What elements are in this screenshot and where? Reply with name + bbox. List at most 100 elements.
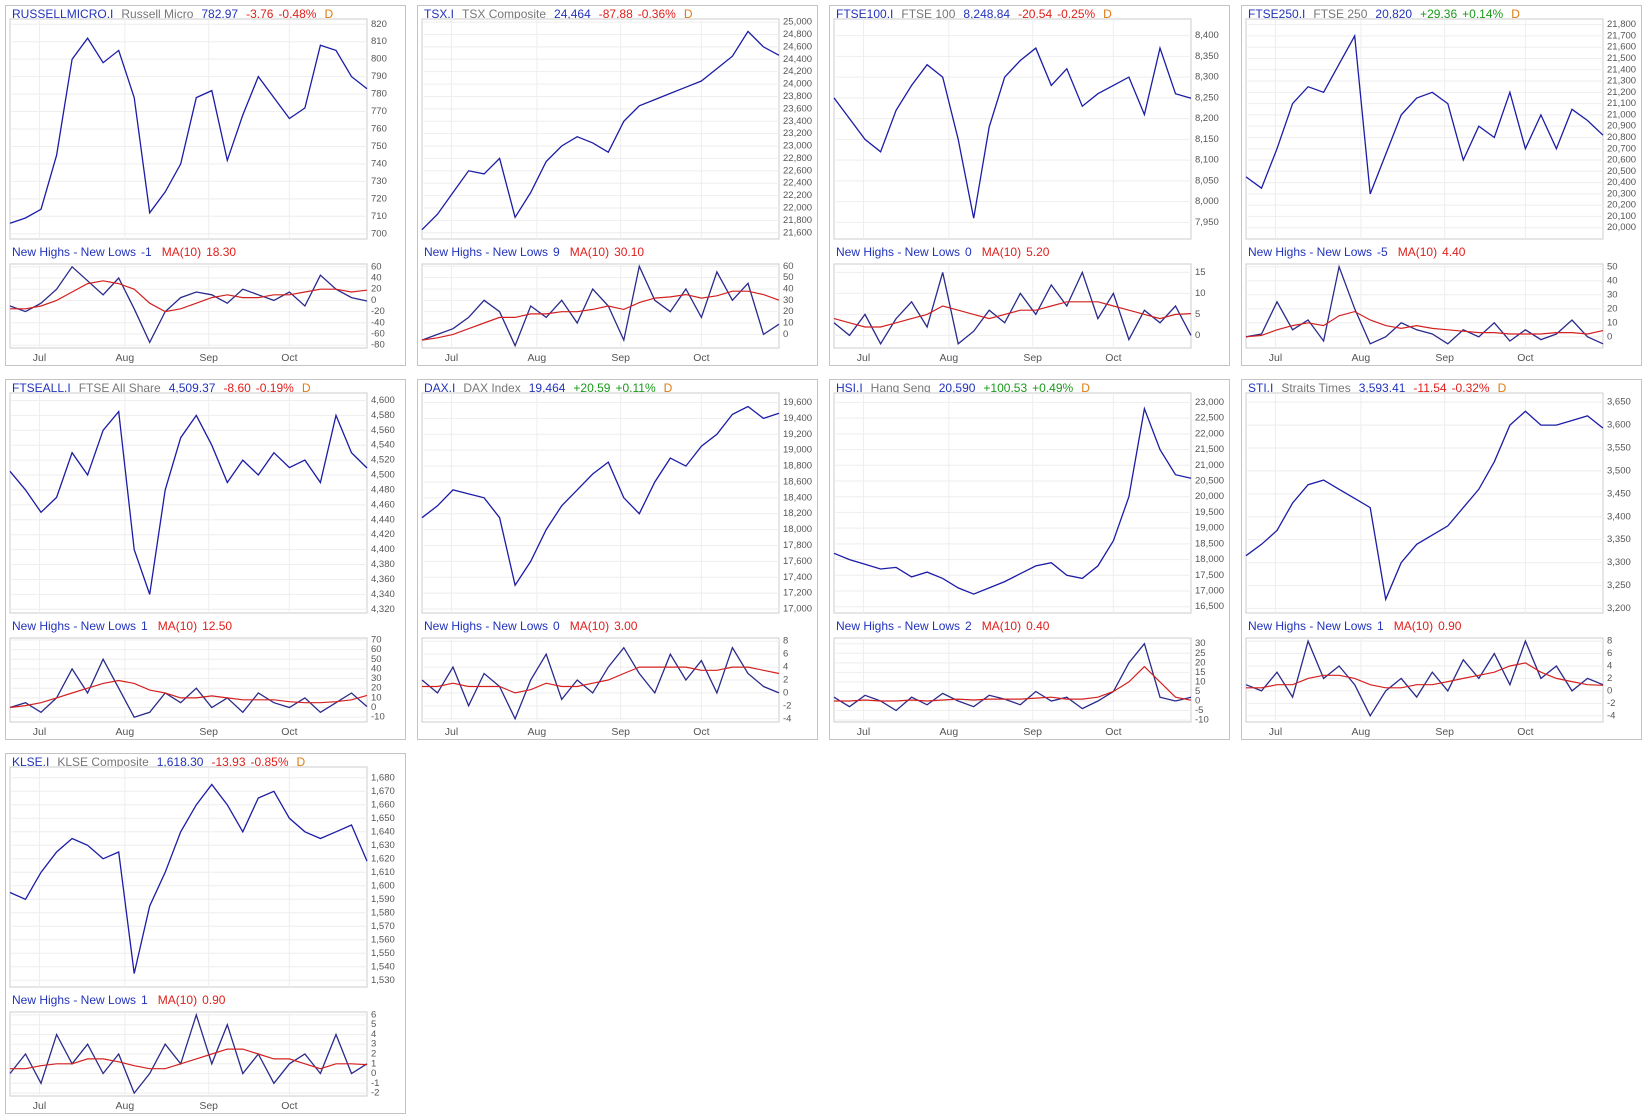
- y-tick-label: 18,200: [783, 508, 812, 519]
- y-tick-label: 40: [371, 273, 382, 284]
- y-tick-label: 17,500: [1195, 570, 1224, 581]
- plot-area: [9, 766, 368, 988]
- y-tick-label: 1,570: [371, 921, 395, 932]
- y-tick-label: 0: [1607, 331, 1612, 342]
- y-tick-label: -80: [371, 340, 385, 351]
- y-tick-label: -40: [371, 317, 385, 328]
- y-tick-label: 8,000: [1195, 196, 1219, 207]
- series-line: [421, 290, 780, 341]
- header-period: D: [1511, 7, 1520, 21]
- indicator-ma-label: MA(10): [158, 993, 197, 1007]
- x-tick-label: Sep: [199, 726, 218, 738]
- y-tick-label: 710: [371, 211, 387, 222]
- series-line: [9, 679, 368, 709]
- y-tick-label: 21,400: [1607, 64, 1636, 75]
- y-tick-label: 20,500: [1607, 166, 1636, 177]
- x-tick-label: Oct: [1517, 352, 1533, 364]
- y-tick-label: 20,300: [1607, 188, 1636, 199]
- header-period: D: [1081, 381, 1090, 395]
- header-symbol: STI.I: [1248, 381, 1273, 395]
- indicator-header: New Highs - New Lows 0 MA(10) 5.20: [836, 245, 1050, 259]
- y-tick-label: 20: [371, 683, 382, 694]
- y-tick-label: 21,800: [783, 215, 812, 226]
- y-tick-label: 25,000: [783, 17, 812, 28]
- x-tick-label: Jul: [33, 1100, 46, 1112]
- indicator-area: [833, 637, 1192, 723]
- x-tick-label: Sep: [611, 726, 630, 738]
- x-tick-label: Oct: [1517, 726, 1533, 738]
- y-tick-label: -2: [371, 1088, 379, 1099]
- y-tick-label: 10: [1195, 676, 1206, 687]
- chart-header: TSX.I TSX Composite 24,464 -87.88 -0.36% D: [424, 7, 693, 21]
- header-name: FTSE 250: [1313, 7, 1367, 21]
- y-tick-label: 30: [371, 673, 382, 684]
- y-tick-label: 1,640: [371, 826, 395, 837]
- x-tick-label: Aug: [116, 352, 135, 364]
- y-tick-label: 17,800: [783, 540, 812, 551]
- y-tick-label: 3,500: [1607, 465, 1631, 476]
- x-tick-label: Jul: [1269, 726, 1282, 738]
- header-period: D: [302, 381, 311, 395]
- series-line: [833, 301, 1192, 328]
- series-line: [421, 30, 780, 231]
- header-change: -20.54: [1018, 7, 1052, 21]
- indicator-ma-last: 0.90: [202, 993, 226, 1007]
- indicator-area: [9, 637, 368, 723]
- y-tick-label: 20: [1607, 303, 1618, 314]
- y-tick-label: 22,000: [1195, 428, 1224, 439]
- x-tick-label: Aug: [1352, 726, 1371, 738]
- y-tick-label: 22,600: [783, 165, 812, 176]
- y-tick-label: 4: [1607, 661, 1612, 672]
- x-tick-label: Aug: [116, 726, 135, 738]
- y-tick-label: 3,600: [1607, 420, 1631, 431]
- chart-header: HSI.I Hang Seng 20,590 +100.53 +0.49% D: [836, 381, 1090, 395]
- series-line: [9, 783, 368, 974]
- indicator-last: 0: [553, 619, 560, 633]
- y-tick-label: 23,000: [783, 141, 812, 152]
- y-tick-label: 8,200: [1195, 113, 1219, 124]
- y-tick-label: -4: [783, 713, 791, 724]
- x-tick-label: Sep: [611, 352, 630, 364]
- y-tick-label: 21,500: [1195, 444, 1224, 455]
- indicator-title: New Highs - New Lows: [12, 245, 136, 259]
- y-tick-label: 20: [783, 306, 794, 317]
- y-tick-label: 0: [1607, 685, 1612, 696]
- indicator-last: 1: [141, 993, 148, 1007]
- y-tick-label: 4,540: [371, 440, 395, 451]
- y-tick-label: 19,200: [783, 429, 812, 440]
- series-line: [1245, 264, 1604, 345]
- series-line: [833, 270, 1192, 346]
- header-symbol: FTSE100.I: [836, 7, 893, 21]
- header-name: DAX Index: [463, 381, 520, 395]
- indicator-title: New Highs - New Lows: [424, 245, 548, 259]
- series-line: [834, 665, 1192, 702]
- series-line: [421, 264, 780, 348]
- y-tick-label: 20: [1195, 657, 1206, 668]
- header-change: -11.54: [1413, 381, 1446, 395]
- y-tick-label: 730: [371, 176, 387, 187]
- y-tick-label: 40: [1607, 275, 1618, 286]
- x-tick-label: Oct: [281, 1100, 297, 1112]
- series-line: [10, 280, 368, 313]
- y-tick-label: 40: [783, 283, 794, 294]
- y-tick-label: 3,650: [1607, 397, 1631, 408]
- y-tick-label: 800: [371, 54, 387, 65]
- header-change-pct: -0.48%: [278, 7, 316, 21]
- header-change-pct: +0.14%: [1462, 7, 1503, 21]
- indicator-last: 1: [141, 619, 148, 633]
- y-tick-label: 3,200: [1607, 603, 1631, 614]
- plot-area: [833, 18, 1192, 240]
- y-tick-label: 21,100: [1607, 98, 1636, 109]
- header-change: +29.36: [1420, 7, 1457, 21]
- y-tick-label: 17,000: [1195, 586, 1224, 597]
- header-change: -87.88: [599, 7, 633, 21]
- header-symbol: FTSEALL.I: [12, 381, 71, 395]
- y-tick-label: 18,600: [783, 476, 812, 487]
- series-line: [9, 657, 368, 718]
- indicator-ma-last: 4.40: [1442, 245, 1466, 259]
- series-line: [833, 45, 1192, 219]
- x-tick-label: Jul: [33, 726, 46, 738]
- y-tick-label: 24,000: [783, 79, 812, 90]
- header-period: D: [1103, 7, 1112, 21]
- y-tick-label: 3: [371, 1039, 376, 1050]
